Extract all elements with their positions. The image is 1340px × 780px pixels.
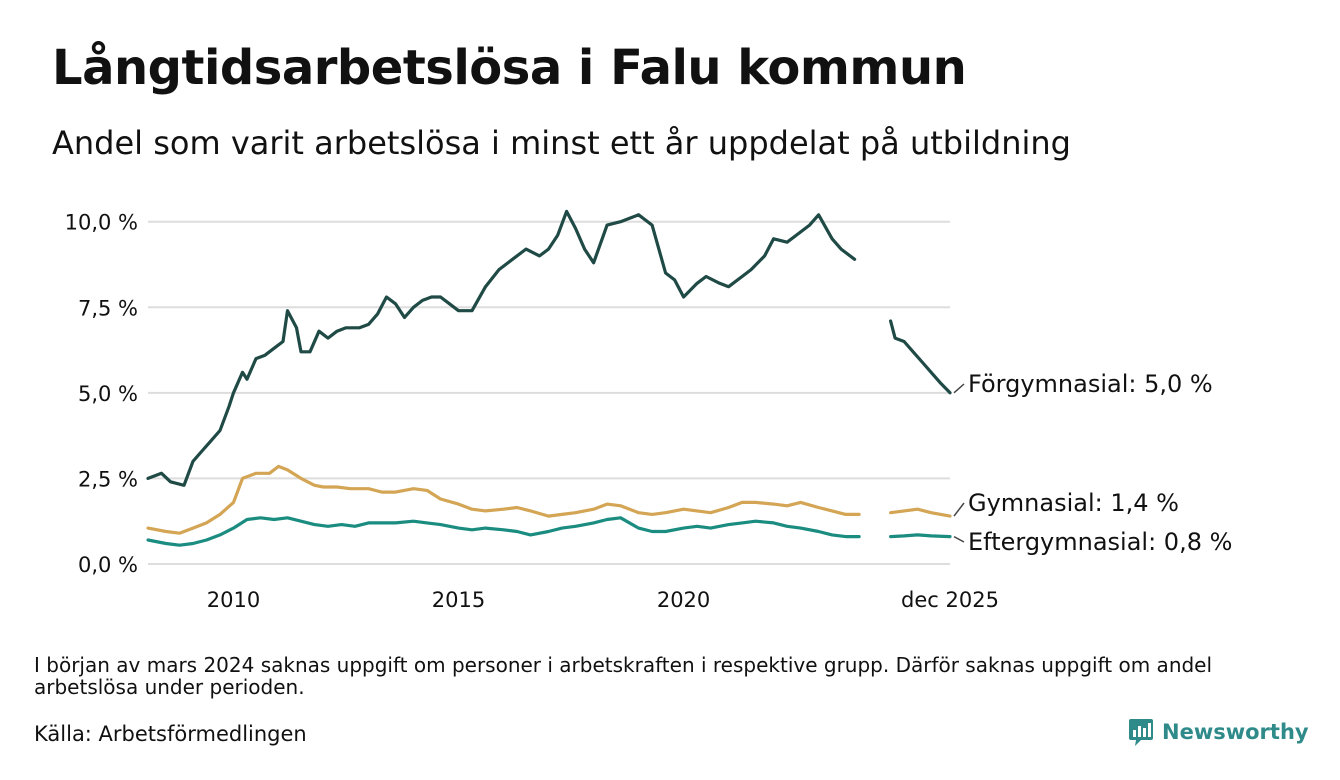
bar-chart-icon	[1129, 719, 1153, 746]
label-leader	[953, 383, 965, 394]
chart-title: Långtidsarbetslösa i Falu kommun	[52, 40, 967, 96]
brand-logo: Newsworthy	[1128, 716, 1309, 748]
label-leader	[953, 535, 965, 543]
y-tick-label: 5,0 %	[78, 382, 138, 406]
y-tick-label: 10,0 %	[65, 211, 138, 235]
chart-source: Källa: Arbetsförmedlingen	[34, 722, 307, 746]
x-axis: 2010 2015 2020 dec 2025	[207, 588, 999, 612]
y-tick-label: 7,5 %	[78, 296, 138, 320]
series-line-förgymnasial	[146, 209, 857, 487]
chart-subtitle: Andel som varit arbetslösa i minst ett å…	[52, 124, 1071, 162]
series-line-gymnasial	[889, 507, 952, 518]
chart-note: I början av mars 2024 saknas uppgift om …	[34, 653, 1213, 699]
series-layer	[146, 209, 952, 547]
label-leader	[953, 502, 965, 517]
y-axis: 0,0 % 2,5 % 5,0 % 7,5 % 10,0 %	[65, 211, 138, 577]
series-label-eftergymnasial: Eftergymnasial: 0,8 %	[968, 528, 1232, 556]
x-tick-label: 2015	[432, 588, 485, 612]
y-tick-label: 2,5 %	[78, 467, 138, 491]
y-tick-label: 0,0 %	[78, 553, 138, 577]
series-line-eftergymnasial	[889, 533, 952, 539]
x-tick-label: 2020	[657, 588, 710, 612]
x-tick-label: 2010	[207, 588, 260, 612]
series-line-eftergymnasial	[146, 516, 861, 547]
series-label-förgymnasial: Förgymnasial: 5,0 %	[968, 370, 1213, 398]
brand-name: Newsworthy	[1162, 720, 1309, 744]
series-line-gymnasial	[146, 464, 861, 535]
line-chart: 0,0 % 2,5 % 5,0 % 7,5 % 10,0 % 2010 2015 2020 d…	[65, 209, 1232, 612]
series-label-gymnasial: Gymnasial: 1,4 %	[968, 489, 1179, 517]
series-line-förgymnasial	[889, 319, 952, 395]
grid-layer	[148, 220, 950, 565]
series-labels: Förgymnasial: 5,0 % Gymnasial: 1,4 % Efter…	[953, 370, 1232, 556]
x-tick-label: dec 2025	[901, 588, 999, 612]
